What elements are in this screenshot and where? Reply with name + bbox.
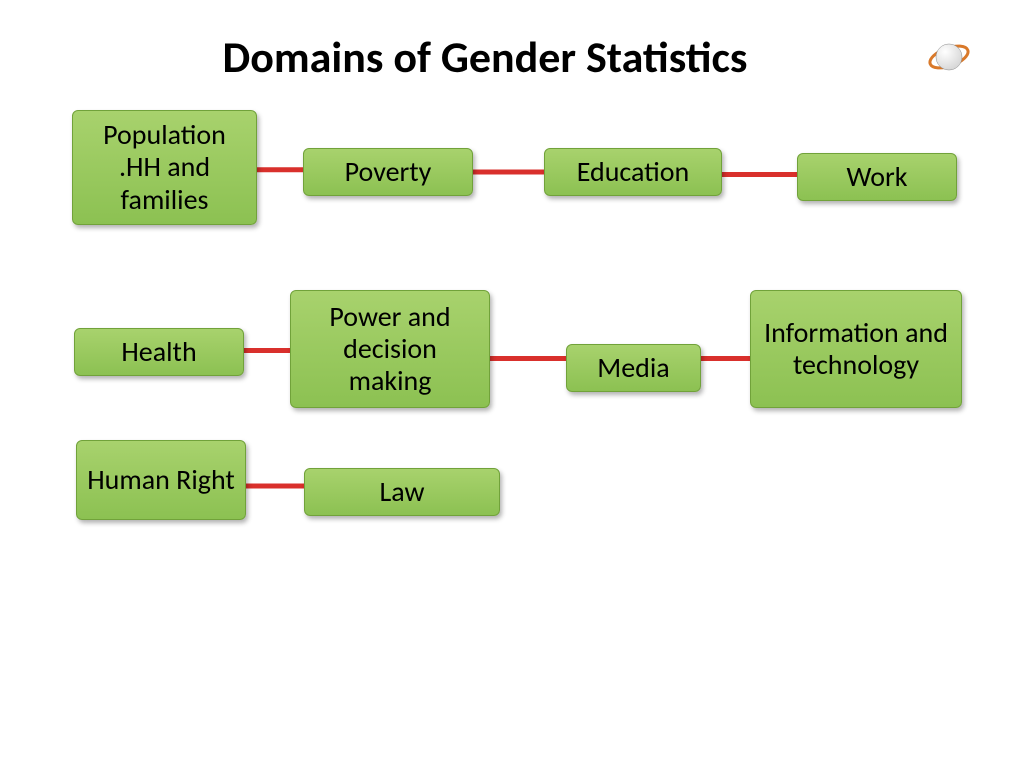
node-media: Media [566, 344, 701, 392]
node-label: Power and decision making [299, 301, 481, 398]
node-label: Information and technology [759, 317, 953, 381]
node-label: Health [121, 336, 196, 368]
page-title: Domains of Gender Statistics [115, 30, 855, 84]
node-label: Work [847, 161, 908, 193]
node-label: Human Right [87, 464, 235, 496]
node-health: Health [74, 328, 244, 376]
node-label: Education [577, 156, 690, 188]
node-law: Law [304, 468, 500, 516]
node-label: Poverty [345, 156, 432, 188]
node-power: Power and decision making [290, 290, 490, 408]
node-population: Population .HH and families [72, 110, 257, 225]
node-poverty: Poverty [303, 148, 473, 196]
node-label: Media [597, 352, 669, 384]
node-label: Law [379, 476, 424, 508]
diagram-stage: Domains of Gender Statistics Population … [0, 0, 1024, 768]
node-label: Population .HH and families [81, 119, 248, 216]
globe-icon [928, 36, 970, 78]
node-education: Education [544, 148, 722, 196]
node-human: Human Right [76, 440, 246, 520]
node-info: Information and technology [750, 290, 962, 408]
node-work: Work [797, 153, 957, 201]
